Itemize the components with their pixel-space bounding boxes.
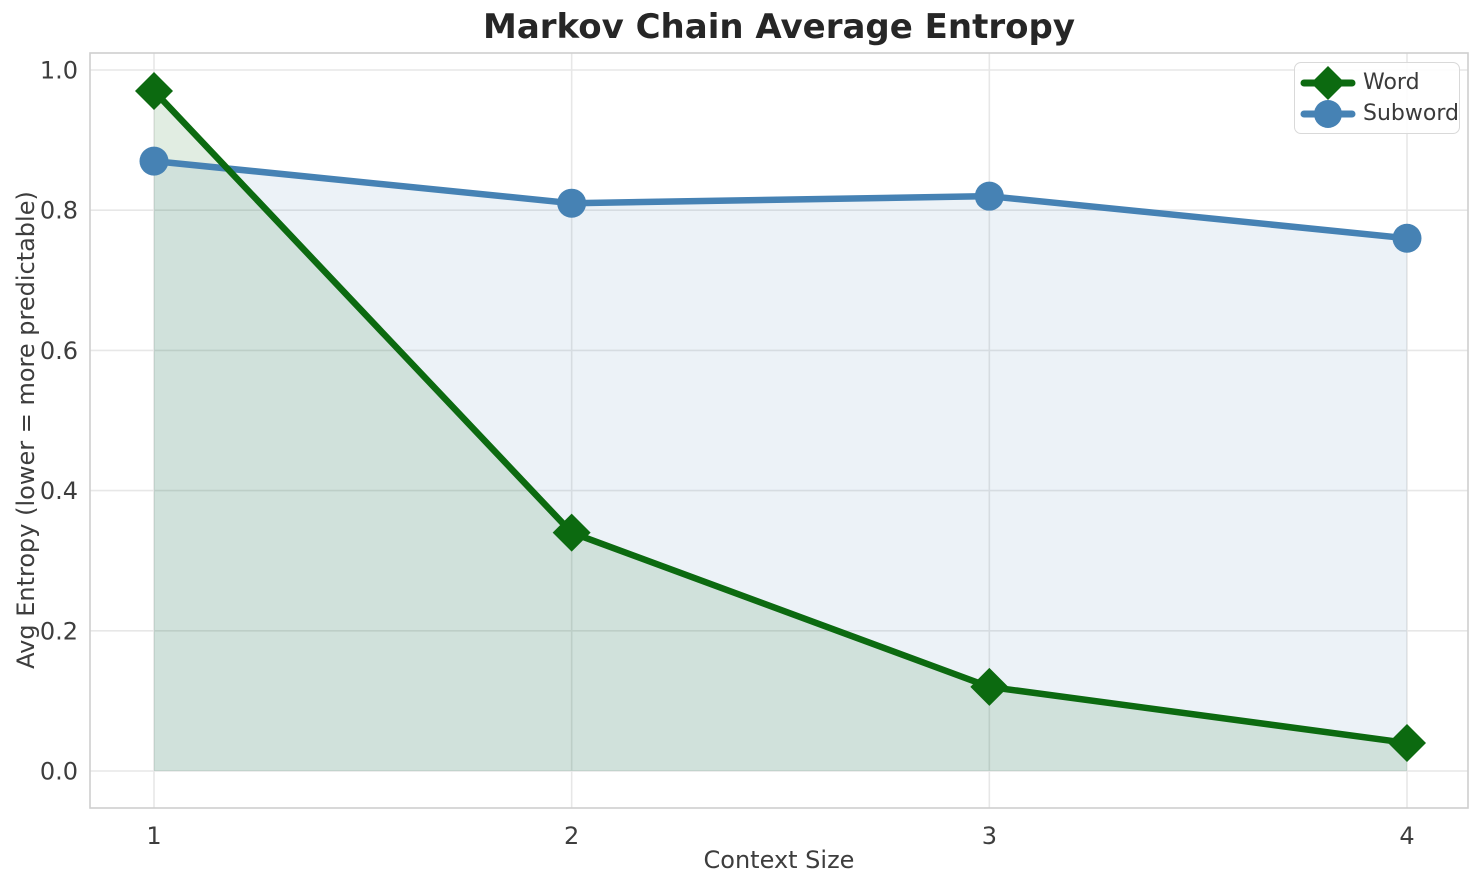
y-axis-label: Avg Entropy (lower = more predictable) [12,191,40,669]
x-axis-label: Context Size [703,846,855,874]
x-tick-label: 1 [146,822,161,850]
subword-marker [1392,223,1422,253]
subword-marker [557,188,587,218]
word-marker [1388,723,1426,762]
word-area [154,91,1407,771]
legend-label: Subword [1363,100,1459,126]
word-marker [552,513,591,552]
legend: Word Subword [1294,62,1460,134]
subword-line [150,157,1411,242]
x-tick-label: 2 [564,822,579,850]
word-marker [135,72,173,111]
subword-area [154,161,1407,771]
word-marker [970,667,1009,706]
y-tick-label: 0.2 [40,617,78,645]
legend-item-word: Word [1300,65,1451,100]
x-tick-label: 4 [1399,822,1414,850]
diamond-icon [1300,65,1356,100]
word-line [150,87,1411,747]
legend-item-subword: Subword [1300,99,1459,128]
y-tick-label: 0.6 [40,337,78,365]
chart-title: Markov Chain Average Entropy [483,7,1075,47]
legend-label: Word [1363,69,1420,95]
circle-icon [1300,99,1356,128]
x-tick-label: 3 [982,822,997,850]
subword-marker [974,181,1004,211]
subword-marker [139,146,169,176]
y-tick-label: 0.0 [40,758,78,786]
y-tick-label: 0.8 [40,197,78,225]
plot-border [89,52,1469,809]
y-tick-label: 0.4 [40,477,78,505]
y-tick-label: 1.0 [40,57,78,85]
